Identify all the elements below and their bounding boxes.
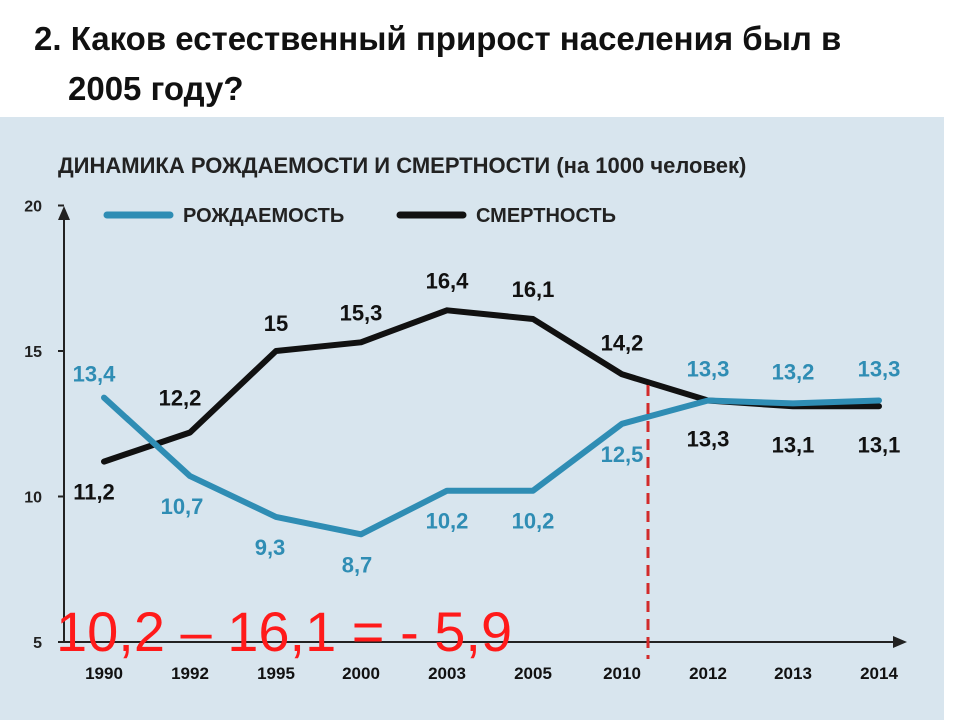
series-lines (101, 307, 882, 538)
x-tick-label: 2012 (689, 664, 727, 683)
x-tick-label: 2005 (514, 664, 552, 683)
x-tick-label: 2013 (774, 664, 812, 683)
y-tick-label: 15 (24, 344, 42, 361)
death-data-label: 15,3 (340, 300, 383, 325)
axes (58, 206, 907, 648)
birth-data-label: 10,2 (512, 509, 555, 534)
y-axis-arrow-icon (58, 206, 70, 220)
birth-data-label: 13,3 (858, 356, 901, 381)
x-tick-label: 1995 (257, 664, 295, 683)
death-data-label: 16,4 (426, 268, 470, 293)
death-data-label: 13,1 (772, 432, 815, 457)
death-rate-line (101, 307, 882, 465)
legend-label-death: СМЕРТНОСТЬ (476, 205, 616, 227)
legend: РОЖДАЕМОСТЬ СМЕРТНОСТЬ (103, 205, 616, 227)
question-text: 2. Каков естественный прирост населения … (34, 14, 944, 114)
question-line-2: 2005 году? (68, 70, 244, 107)
birth-data-label: 10,2 (426, 509, 469, 534)
death-data-label: 13,3 (687, 426, 730, 451)
x-tick-label: 2003 (428, 664, 466, 683)
birth-rate-line (101, 394, 882, 538)
x-tick-label: 2000 (342, 664, 380, 683)
death-data-label: 12,2 (159, 385, 202, 410)
x-tick-label: 1990 (85, 664, 123, 683)
chart-panel: ДИНАМИКА РОЖДАЕМОСТИ И СМЕРТНОСТИ (на 10… (0, 117, 944, 720)
birth-data-label: 13,4 (73, 362, 117, 387)
death-data-label: 14,2 (601, 330, 644, 355)
y-tick-label: 20 (24, 199, 42, 216)
y-tick-label: 10 (24, 490, 42, 507)
population-chart: ДИНАМИКА РОЖДАЕМОСТИ И СМЕРТНОСТИ (на 10… (24, 153, 907, 683)
legend-label-birth: РОЖДАЕМОСТЬ (183, 205, 344, 227)
y-tick-labels: 20 15 10 5 (24, 199, 64, 652)
answer-formula: 10,2 – 16,1 = - 5,9 (56, 600, 512, 663)
y-tick-label: 5 (33, 635, 42, 652)
death-data-label: 15 (264, 311, 288, 336)
question-line-1: 2. Каков естественный прирост населения … (34, 20, 842, 57)
birth-data-label: 13,3 (687, 356, 730, 381)
x-axis-arrow-icon (893, 636, 907, 648)
data-labels: 13,4 10,7 9,3 8,7 10,2 10,2 12,5 13,3 13,2 13,3 11… (73, 268, 901, 577)
birth-data-label: 9,3 (255, 535, 286, 560)
birth-data-label: 8,7 (342, 552, 373, 577)
birth-data-label: 13,2 (772, 359, 815, 384)
birth-data-label: 12,5 (601, 442, 644, 467)
death-data-label: 11,2 (73, 480, 115, 505)
x-tick-label: 2014 (860, 664, 898, 683)
death-data-label: 16,1 (512, 277, 555, 302)
x-tick-label: 2010 (603, 664, 641, 683)
x-tick-label: 1992 (171, 664, 209, 683)
x-tick-labels: 1990 1992 1995 2000 2003 2005 2010 2012 2013 2014 (85, 664, 898, 683)
birth-data-label: 10,7 (161, 494, 204, 519)
death-data-label: 13,1 (858, 432, 901, 457)
chart-title: ДИНАМИКА РОЖДАЕМОСТИ И СМЕРТНОСТИ (на 10… (58, 153, 746, 178)
